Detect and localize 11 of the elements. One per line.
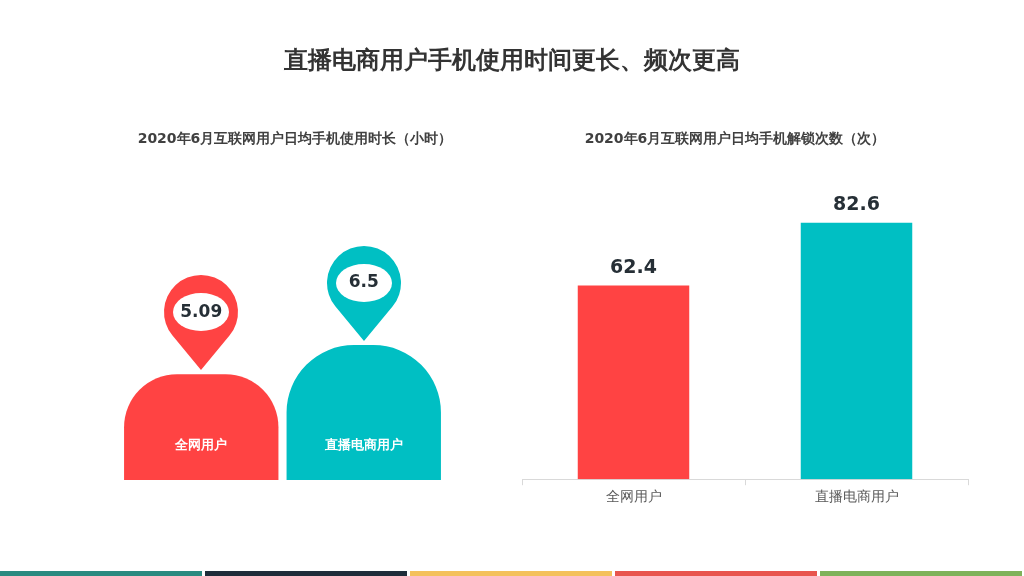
data-label: 62.4 [610,254,657,277]
x-tick-label: 全网用户 [605,488,662,505]
x-tick-label: 直播电商用户 [814,488,899,505]
x-tick-label: 直播电商用户 [323,437,403,453]
data-label: 6.5 [348,271,379,292]
chart-subtitle: 2020年6月互联网用户日均手机解锁次数（次） [583,130,887,148]
text: 直播电商用户手机使用时间更长、频次更高 [283,45,741,76]
chart-subtitle: 2020年6月互联网用户日均手机使用时长（小时） [136,130,454,148]
x-tick-label: 全网用户 [174,437,228,453]
data-label: 82.6 [833,192,880,215]
data-label: 5.09 [180,300,223,321]
